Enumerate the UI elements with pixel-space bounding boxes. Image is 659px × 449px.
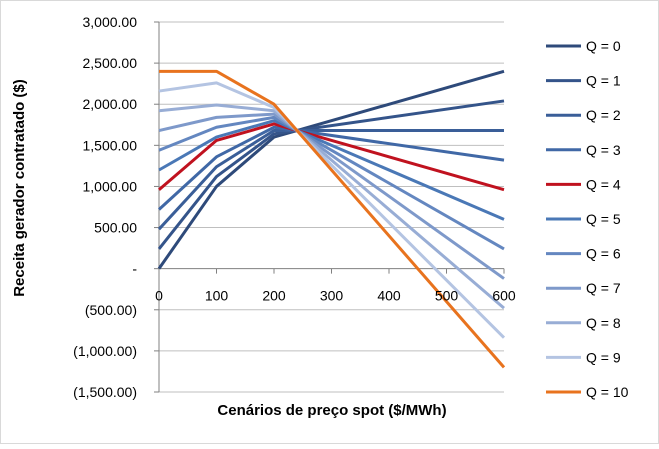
x-tick-label: 200 bbox=[262, 288, 286, 304]
y-tick-label: - bbox=[132, 261, 137, 277]
x-tick-label: 600 bbox=[492, 288, 516, 304]
legend: Q = 0 Q = 1 Q = 2 Q = 3 Q = 4 Q = 5 Q = 6 Q = 7… bbox=[546, 38, 629, 400]
x-tick-label: 0 bbox=[155, 288, 163, 304]
legend-label: Q = 4 bbox=[586, 176, 621, 192]
series-lines bbox=[157, 69, 506, 369]
series-line bbox=[158, 122, 505, 192]
y-tick-label: 2,500.00 bbox=[83, 55, 138, 71]
x-tick-label: 300 bbox=[320, 288, 344, 304]
series-line bbox=[158, 81, 506, 339]
y-tick-label: 2,000.00 bbox=[83, 96, 138, 112]
series-line bbox=[157, 129, 504, 231]
series-line bbox=[157, 69, 505, 270]
legend-label: Q = 3 bbox=[586, 142, 621, 158]
x-axis-title: Cenários de preço spot ($/MWh) bbox=[217, 402, 446, 419]
series-line bbox=[158, 115, 505, 251]
y-tick-label: (1,000.00) bbox=[73, 343, 137, 359]
y-tick-label: 1,000.00 bbox=[83, 178, 138, 194]
y-tick-label: (1,500.00) bbox=[73, 384, 137, 400]
series-line bbox=[158, 119, 505, 221]
legend-label: Q = 0 bbox=[586, 38, 621, 54]
y-tick-label: 1,500.00 bbox=[83, 137, 138, 153]
series-line bbox=[159, 69, 506, 369]
legend-label: Q = 8 bbox=[586, 315, 621, 331]
legend-label: Q = 7 bbox=[586, 280, 621, 296]
y-tick-label: 500.00 bbox=[94, 220, 137, 236]
x-tick-label: 100 bbox=[205, 288, 229, 304]
x-tick-label: 500 bbox=[435, 288, 459, 304]
series-line bbox=[157, 125, 505, 211]
y-tick-label: (500.00) bbox=[85, 302, 137, 318]
y-tick-labels: 3,000.00 2,500.00 2,000.00 1,500.00 1,000.00… bbox=[73, 14, 137, 400]
legend-label: Q = 1 bbox=[586, 73, 621, 89]
legend-label: Q = 10 bbox=[586, 384, 629, 400]
series-line bbox=[158, 103, 505, 310]
x-tick-labels: 0 100 200 300 400 500 600 bbox=[155, 288, 516, 304]
y-axis-title: Receita gerador contratado ($) bbox=[11, 79, 28, 297]
series-line bbox=[158, 112, 505, 280]
axes bbox=[158, 22, 505, 392]
legend-label: Q = 6 bbox=[586, 246, 621, 262]
legend-label: Q = 2 bbox=[586, 107, 621, 123]
y-tick-label: 3,000.00 bbox=[83, 14, 138, 30]
x-tick-label: 400 bbox=[377, 288, 401, 304]
series-line bbox=[157, 99, 505, 250]
legend-label: Q = 9 bbox=[586, 349, 621, 365]
legend-label: Q = 5 bbox=[586, 211, 621, 227]
